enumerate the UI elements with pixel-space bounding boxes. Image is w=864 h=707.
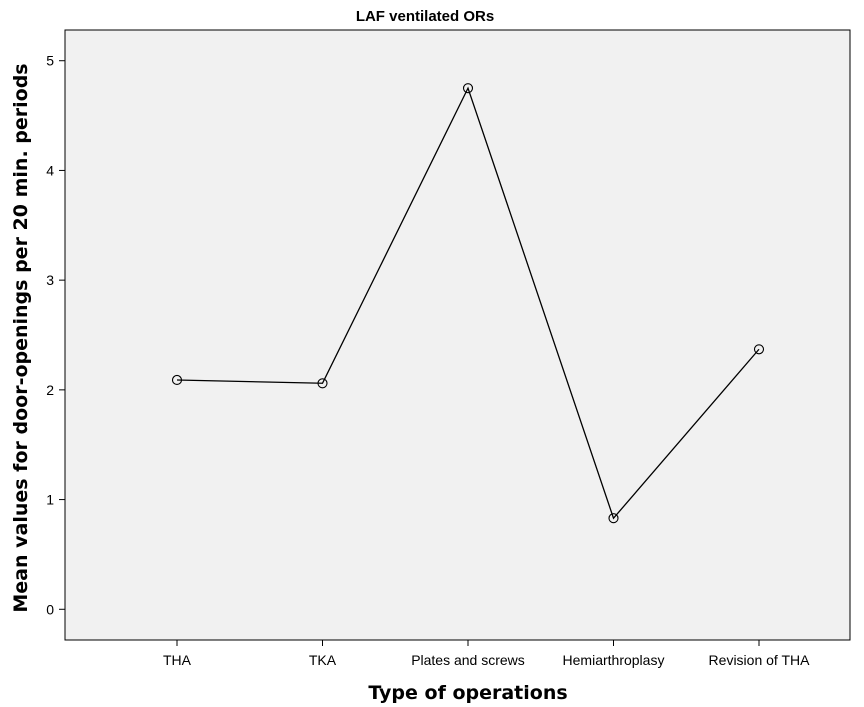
- y-tick-label: 4: [46, 162, 54, 178]
- y-ticks: 0 1 2 3 4 5: [46, 53, 65, 617]
- plot-area: [64, 29, 851, 641]
- x-ticks: THA TKA Plates and screws Hemiarthroplasy Re…: [163, 640, 810, 668]
- series-line-0: [176, 86, 760, 520]
- x-tick-label: Hemiarthroplasy: [563, 652, 665, 668]
- y-tick-label: 1: [46, 492, 54, 508]
- data-point-hemiarthroplasy: [608, 513, 619, 524]
- data-point-revision-of-tha: [753, 344, 765, 355]
- x-tick-label: Revision of THA: [709, 652, 811, 668]
- x-axis-label: Type of operations: [368, 682, 567, 704]
- y-tick-label: 3: [46, 272, 54, 288]
- y-tick-label: 2: [46, 382, 54, 398]
- data-point-plates-and-screws: [462, 83, 474, 94]
- x-tick-label: Plates and screws: [411, 652, 525, 668]
- series-layer: [171, 83, 765, 524]
- chart-title: LAF ventilated ORs: [356, 8, 494, 25]
- data-point-tka: [317, 378, 328, 389]
- x-tick-label: TKA: [309, 652, 337, 668]
- y-tick-label: 5: [46, 53, 54, 69]
- y-axis-label: Mean values for door-openings per 20 min…: [10, 63, 32, 612]
- x-tick-label: THA: [163, 652, 192, 668]
- y-tick-label: 0: [46, 601, 54, 617]
- data-point-tha: [171, 374, 183, 386]
